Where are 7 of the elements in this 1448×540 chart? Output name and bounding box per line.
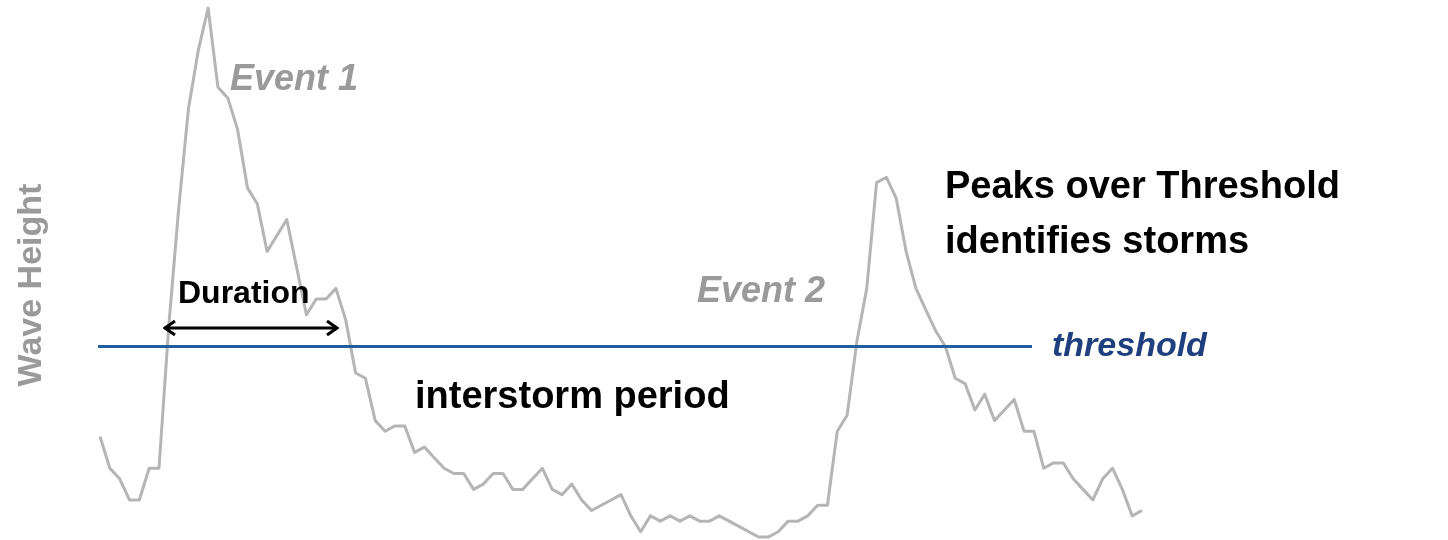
y-axis-title: Wave Height: [10, 183, 49, 387]
annotation: Event 1: [230, 56, 359, 98]
ref-line-label: threshold: [1052, 324, 1209, 363]
annotation: interstorm period: [415, 374, 730, 417]
annotation: Duration: [178, 273, 310, 310]
annotation: Event 2: [697, 268, 826, 310]
annotation: Peaks over Threshold identifies storms: [945, 164, 1340, 262]
